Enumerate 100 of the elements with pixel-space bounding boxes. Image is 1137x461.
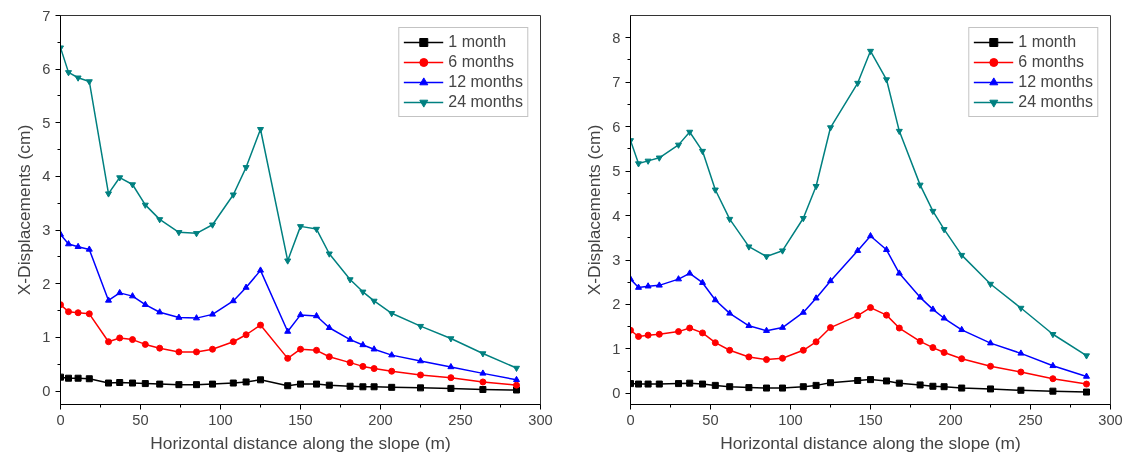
point [325, 353, 333, 361]
point [370, 298, 378, 305]
point [655, 155, 663, 162]
point [141, 202, 149, 209]
point [85, 245, 93, 252]
point [799, 308, 807, 315]
point [895, 269, 903, 276]
point [779, 248, 786, 255]
point [1049, 387, 1057, 395]
point [229, 192, 237, 199]
y-tick-label: 1 [42, 329, 51, 346]
point [1083, 353, 1090, 360]
x-tick-label: 300 [1098, 411, 1123, 428]
point [644, 158, 652, 165]
point [635, 380, 642, 388]
point [799, 346, 807, 354]
point [229, 338, 237, 346]
point [655, 380, 663, 388]
point [940, 383, 948, 391]
point [916, 293, 924, 300]
y-tick-label: 0 [612, 385, 621, 402]
point [699, 329, 706, 337]
point [867, 376, 874, 384]
point [229, 296, 237, 304]
point [779, 354, 786, 362]
point [284, 382, 292, 390]
point [175, 313, 183, 320]
point [812, 294, 820, 301]
legend-label: 6 months [448, 53, 515, 71]
x-axis-title: Horizontal distance along the slope (m) [720, 432, 1021, 453]
point [1017, 368, 1025, 376]
point [193, 348, 200, 356]
point [655, 330, 663, 338]
point [325, 381, 333, 389]
point [987, 362, 994, 370]
point [370, 345, 378, 352]
x-tick-label: 0 [626, 411, 635, 428]
y-tick-label: 6 [42, 61, 51, 78]
point [156, 217, 164, 224]
point [635, 332, 642, 340]
y-tick-label: 4 [612, 207, 621, 224]
point [313, 226, 320, 234]
x-tick-label: 200 [368, 411, 393, 428]
point [65, 374, 72, 382]
point [1083, 372, 1090, 379]
point [156, 308, 164, 315]
y-tick-label: 3 [42, 222, 51, 239]
point [156, 380, 164, 388]
point [635, 161, 642, 168]
legend-label: 24 months [1018, 93, 1093, 111]
point [65, 240, 72, 247]
point [313, 380, 320, 388]
point [799, 215, 807, 223]
point [359, 362, 367, 370]
point [726, 309, 734, 316]
point [711, 296, 719, 303]
point [359, 340, 367, 348]
point [763, 384, 770, 392]
point [958, 355, 966, 363]
point [1017, 386, 1025, 394]
point [895, 324, 903, 332]
point [129, 336, 136, 344]
point [129, 182, 136, 189]
point [711, 187, 719, 194]
point [313, 312, 320, 319]
point [699, 278, 706, 285]
point [257, 266, 264, 273]
point [175, 348, 183, 356]
point [346, 382, 354, 390]
point [105, 191, 112, 198]
legend-label: 1 month [1018, 33, 1077, 51]
y-tick-label: 5 [42, 114, 51, 131]
point [644, 282, 652, 289]
point [745, 384, 753, 392]
point [175, 230, 183, 237]
point [916, 182, 924, 189]
point [479, 385, 487, 393]
point [209, 345, 216, 353]
point [827, 324, 834, 332]
point [85, 79, 93, 86]
point [854, 80, 862, 88]
point [388, 311, 396, 318]
point [284, 354, 292, 362]
point [74, 242, 82, 249]
point [854, 246, 862, 253]
x-tick-label: 150 [858, 411, 883, 428]
point [65, 308, 72, 316]
point [479, 351, 487, 358]
point [987, 281, 994, 288]
point [883, 311, 890, 319]
x-tick-label: 250 [448, 411, 473, 428]
point [644, 380, 652, 388]
point [346, 359, 354, 367]
point [105, 379, 112, 387]
point [827, 276, 834, 284]
x-tick-label: 50 [702, 411, 719, 428]
point [929, 305, 937, 312]
point [763, 356, 770, 364]
point [812, 183, 820, 191]
y-tick-label: 7 [42, 7, 51, 24]
